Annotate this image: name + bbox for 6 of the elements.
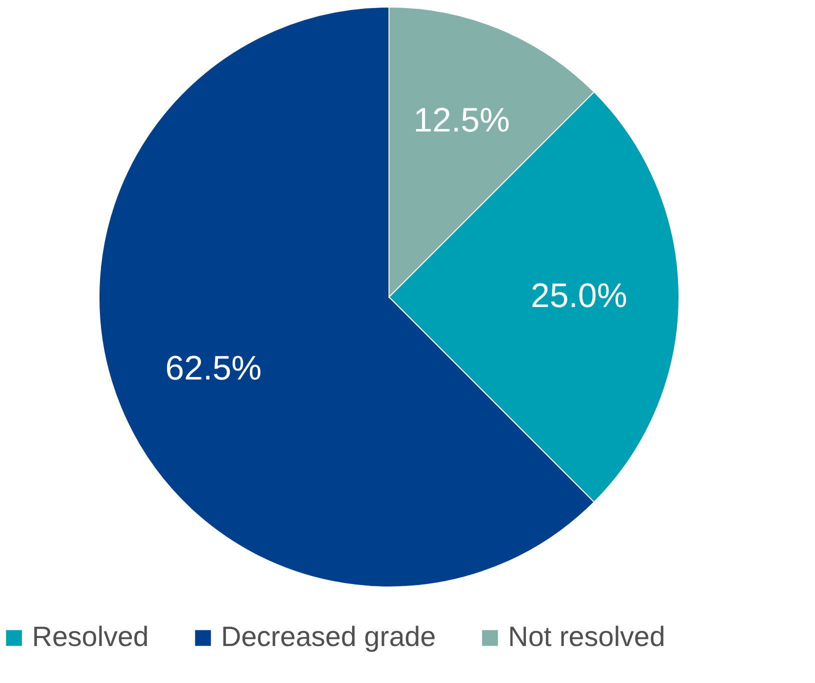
data-label: 62.5%	[165, 350, 262, 388]
legend-label: Not resolved	[508, 621, 666, 652]
legend-label: Resolved	[32, 621, 149, 652]
data-label: 25.0%	[530, 277, 628, 315]
data-label: 12.5%	[414, 101, 510, 140]
legend-label: Decreased grade	[221, 621, 436, 652]
